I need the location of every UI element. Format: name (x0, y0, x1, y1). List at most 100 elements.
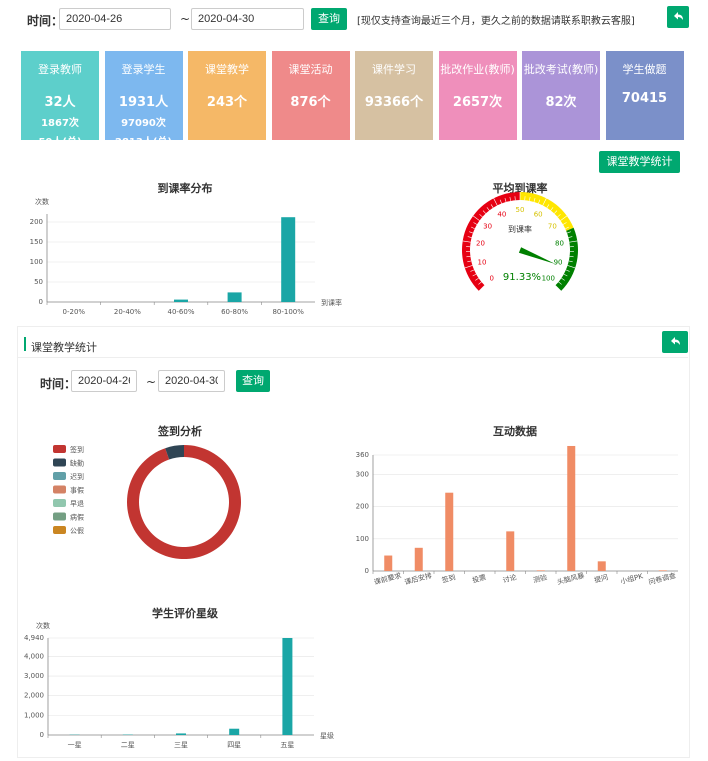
gauge-tick (469, 231, 474, 234)
gauge-tick (555, 285, 562, 292)
classroom-stats-button[interactable]: 课堂教学统计 (599, 151, 680, 173)
section-start-date-input[interactable] (71, 370, 137, 392)
x-tick-label: 头脑风暴 (556, 571, 585, 585)
gauge-tick (538, 199, 541, 204)
stat-card-title: 登录学生 (121, 63, 166, 76)
stat-card[interactable]: 批改考试(教师) 82次 (522, 51, 600, 140)
legend-swatch (53, 512, 66, 521)
legend-label: 签到 (70, 445, 84, 454)
query-button[interactable]: 查询 (311, 8, 347, 30)
gauge-tick (561, 277, 565, 281)
section-time-label: 时间： (40, 377, 77, 391)
section-date-separator: ~ (146, 375, 157, 389)
gauge-tick (493, 198, 498, 206)
bar (384, 555, 393, 571)
y-tick-label: 4,940 (24, 634, 44, 642)
section-back-button[interactable] (662, 331, 688, 353)
gauge-tick (470, 269, 475, 272)
legend-label: 迟到 (70, 473, 84, 481)
y-tick-label: 300 (356, 470, 369, 478)
gauge-tick (482, 210, 486, 214)
x-tick-label: 讨论 (502, 572, 518, 584)
gauge-needle (518, 247, 556, 264)
legend-swatch (53, 526, 66, 534)
y-tick-label: 200 (356, 503, 369, 511)
x-tick-label: 四星 (227, 741, 241, 748)
bar (229, 728, 240, 735)
stat-card-value: 876个 (290, 95, 331, 110)
legend-label: 公假 (70, 526, 84, 535)
x-tick-label: 40-60% (168, 308, 195, 316)
stat-card[interactable]: 登录教师 32人 1867次 50人(总) (21, 51, 99, 148)
y-tick-label: 50 (34, 278, 43, 286)
gauge-tick-label: 40 (497, 210, 506, 218)
interaction-chart-title: 互动数据 (493, 425, 537, 438)
stat-card[interactable]: 课件学习 93366个 (355, 51, 433, 140)
back-arrow-icon (671, 337, 680, 345)
gauge-tick-label: 60 (534, 210, 543, 218)
x-tick-label: 课前要求 (373, 571, 402, 585)
stat-card[interactable]: 课堂活动 876个 (271, 51, 350, 140)
gauge-tick (479, 214, 483, 218)
stat-card[interactable]: 批改作业(教师) 2657次 (438, 51, 517, 140)
gauge-tick (560, 215, 568, 221)
stat-card-sub2: 50人(总) (38, 137, 82, 148)
back-arrow-icon (674, 12, 683, 20)
y-tick-label: 3,000 (24, 672, 44, 680)
gauge-tick (486, 207, 490, 211)
y-tick-label: 360 (356, 451, 369, 459)
x-tick-label: 60-80% (221, 308, 248, 316)
gauge-band (462, 192, 520, 292)
y-tick-label: 100 (356, 535, 369, 543)
gauge-tick (504, 198, 507, 203)
stat-card-title: 批改作业(教师) (440, 63, 515, 76)
back-button[interactable] (667, 6, 689, 28)
gauge-tick (569, 255, 574, 258)
end-date-input[interactable] (191, 8, 304, 30)
gauge-tick (546, 204, 550, 208)
gauge-tick-label: 10 (477, 258, 486, 266)
donut-slice (165, 445, 184, 460)
gauge-tick-label: 100 (542, 274, 555, 282)
start-date-input[interactable] (59, 8, 171, 30)
y-axis-label: 次数 (36, 621, 50, 630)
gauge-value: 91.33% (503, 272, 541, 283)
y-tick-label: 0 (40, 731, 44, 739)
y-tick-label: 200 (30, 218, 43, 226)
gauge-tick-label: 30 (483, 222, 492, 230)
gauge-tick (565, 226, 569, 229)
bar (282, 638, 293, 735)
gauge-tick (567, 265, 576, 269)
stat-card[interactable]: 课堂教学 243个 (188, 51, 266, 140)
gauge-tick (533, 198, 536, 203)
x-tick-label: 签到 (441, 572, 457, 584)
gauge-tick (478, 281, 482, 285)
section-query-button[interactable]: 查询 (236, 370, 270, 392)
stat-card[interactable]: 登录学生 1931人 97090次 2813人(总) (104, 51, 183, 148)
stat-card-title: 学生做题 (622, 63, 667, 76)
y-tick-label: 0 (39, 298, 43, 306)
x-tick-label: 20-40% (114, 308, 141, 316)
stat-card-sub1: 1867次 (41, 118, 79, 129)
bar (567, 445, 576, 571)
legend-label: 早退 (70, 499, 84, 508)
gauge-tick (550, 207, 554, 211)
stat-card[interactable]: 学生做题 70415 (605, 51, 684, 140)
bar (658, 570, 667, 571)
gauge-tick (473, 222, 478, 225)
x-tick-label: 80-100% (272, 308, 304, 316)
section-end-date-input[interactable] (158, 370, 225, 392)
gauge-tick (499, 199, 502, 204)
bar (281, 217, 296, 302)
x-tick-label: 一星 (68, 741, 82, 748)
gauge-tick (472, 273, 477, 277)
gauge-tick-label: 70 (548, 222, 557, 230)
attendance-chart: 0 50 100 150 200 0-20% 20-40% 40-60% 60-80% 80-10… (30, 197, 342, 316)
attendance-chart-title: 到课率分布 (157, 182, 213, 195)
x-tick-label: 三星 (174, 741, 188, 748)
legend-label: 事假 (70, 486, 84, 495)
legend-swatch (53, 445, 66, 453)
x-tick-label: 二星 (121, 741, 135, 748)
stat-card-value: 1931人 (118, 95, 169, 110)
